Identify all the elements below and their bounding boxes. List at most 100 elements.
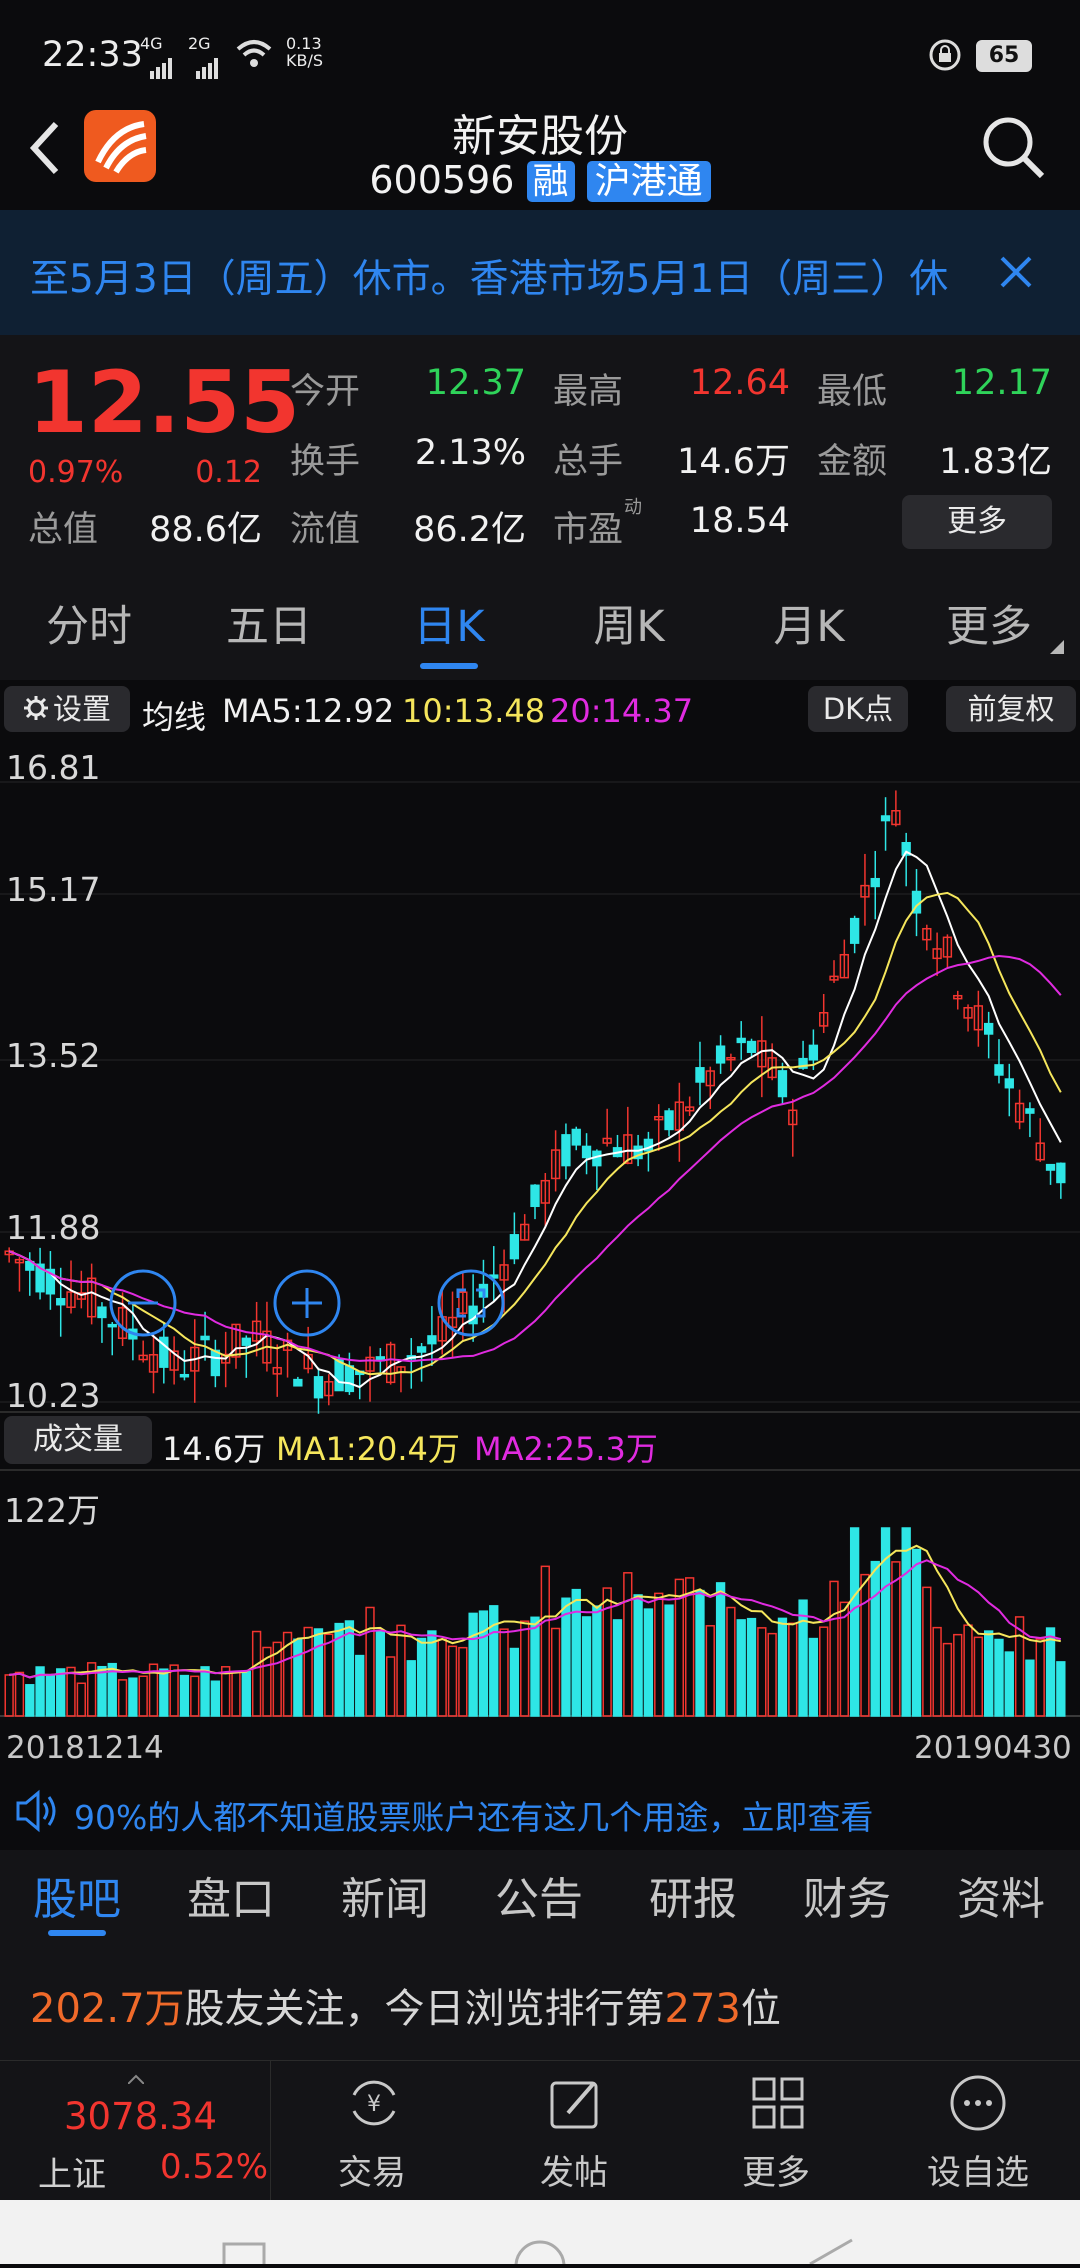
zoom-in-icon[interactable] — [272, 1268, 342, 1342]
tab-finance[interactable]: 财务 — [803, 1874, 891, 1925]
candle-body — [540, 1179, 550, 1204]
candle-body — [932, 948, 942, 960]
fullscreen-icon[interactable] — [436, 1268, 506, 1342]
settings-button[interactable]: 设置 — [4, 686, 130, 732]
price-axis-2: 15.17 — [6, 870, 101, 909]
volume-bar — [241, 1670, 251, 1717]
candle-body — [1035, 1142, 1045, 1161]
volume-bar — [231, 1671, 241, 1717]
post-button[interactable]: 发帖 — [474, 2061, 674, 2201]
volume-bar — [705, 1625, 715, 1717]
market-notice-banner[interactable]: 至5月3日（周五）休市。香港市场5月1日（周三）休 — [0, 210, 1080, 335]
candle-body — [169, 1350, 179, 1371]
caret-up-icon — [127, 2069, 145, 2088]
tab-forum[interactable]: 股吧 — [33, 1874, 121, 1925]
volume-ma1: MA1:20.4万 — [276, 1430, 460, 1468]
tab-announcements[interactable]: 公告 — [495, 1874, 583, 1925]
adjust-button[interactable]: 前复权 — [946, 686, 1076, 732]
close-icon[interactable] — [996, 252, 1036, 302]
candle-body — [1004, 1078, 1014, 1089]
date-start: 20181214 — [6, 1730, 164, 1766]
index-ticker[interactable]: 3078.34 上证 0.52% — [0, 2061, 271, 2201]
index-percent: 0.52% — [160, 2147, 269, 2187]
volume-bar — [293, 1638, 303, 1717]
amount-label: 金额 — [817, 442, 888, 482]
kline-chart[interactable]: 16.81 15.17 13.52 11.88 10.23 成交量 14.6万 … — [0, 740, 1080, 1766]
status-time: 22:33 — [42, 35, 143, 75]
volume-bar — [757, 1627, 767, 1717]
volume-bar — [726, 1606, 736, 1717]
volume-bar — [1025, 1659, 1035, 1717]
volume-bar — [973, 1636, 984, 1717]
follow-text-1: 股友关注，今日浏览排行第 — [184, 1986, 665, 2032]
candle-body — [715, 1045, 726, 1064]
candle-body — [891, 809, 901, 826]
tab-intraday[interactable]: 分时 — [46, 602, 132, 652]
candle-body — [447, 1316, 458, 1328]
volume-bar — [911, 1548, 922, 1717]
volume-bar — [427, 1630, 437, 1717]
candle-body — [798, 1057, 808, 1069]
stock-code-row: 600596 融 沪港通 — [0, 152, 1080, 204]
grid-icon — [748, 2073, 808, 2142]
candle-body — [633, 1145, 643, 1160]
candle-body — [860, 884, 870, 898]
candle-body — [231, 1323, 241, 1358]
quote-panel: 12.55 0.97% 0.12 今开 12.37 最高 12.64 最低 12… — [0, 335, 1080, 575]
candle-body — [705, 1070, 715, 1087]
candle-body — [849, 917, 860, 944]
candle-body — [365, 1356, 375, 1372]
back-nav-icon[interactable] — [806, 2238, 856, 2268]
volume-bar — [1045, 1627, 1056, 1717]
volume-bar — [179, 1674, 190, 1717]
pe-label: 市盈 — [553, 510, 624, 550]
net-speed-unit: KB/S — [286, 51, 324, 70]
candle-body — [272, 1366, 282, 1375]
more-quote-button[interactable]: 更多 — [902, 495, 1052, 549]
volume-bar — [458, 1646, 468, 1717]
tab-news[interactable]: 新闻 — [341, 1874, 429, 1925]
zoom-out-icon[interactable] — [108, 1268, 178, 1342]
volume-bar — [581, 1616, 592, 1717]
tab-more[interactable]: 更多 — [946, 602, 1032, 652]
tab-research[interactable]: 研报 — [649, 1874, 737, 1925]
candle-body — [66, 1291, 76, 1309]
tab-order-book[interactable]: 盘口 — [187, 1874, 275, 1925]
tab-five-day[interactable]: 五日 — [226, 602, 312, 652]
ad-line[interactable]: 90%的人都不知道股票账户还有这几个用途，立即查看 — [0, 1775, 1080, 1850]
more-button[interactable]: 更多 — [676, 2061, 876, 2201]
tab-monthly-k[interactable]: 月K — [773, 602, 845, 652]
volume-bar — [365, 1606, 375, 1717]
volume-bar — [509, 1647, 520, 1717]
back-icon[interactable] — [26, 118, 66, 182]
tab-profile[interactable]: 资料 — [957, 1874, 1045, 1925]
volume-bar — [4, 1674, 14, 1717]
recent-apps-icon[interactable] — [222, 2242, 266, 2268]
gear-icon — [23, 688, 49, 734]
ma5-value: MA5:12.92 — [222, 692, 395, 730]
candle-body — [654, 1116, 664, 1121]
candle-body — [561, 1134, 571, 1167]
volume-button[interactable]: 成交量 — [4, 1416, 152, 1464]
add-watchlist-button[interactable]: 设自选 — [878, 2061, 1078, 2201]
volume-bar — [654, 1592, 664, 1717]
volume-bar — [695, 1589, 705, 1717]
volume-bar — [746, 1617, 757, 1717]
volume-bar — [107, 1662, 117, 1717]
trade-button[interactable]: ¥ 交易 — [272, 2061, 472, 2201]
pe-dynamic-tag: 动 — [624, 497, 642, 518]
tab-daily-k[interactable]: 日K — [413, 602, 485, 652]
price-axis-5: 10.23 — [6, 1376, 101, 1415]
volume-bar — [385, 1656, 396, 1717]
rank-value: 273 — [664, 1986, 741, 2032]
settings-label: 设置 — [52, 692, 111, 726]
dk-point-button[interactable]: DK点 — [808, 686, 908, 732]
tab-weekly-k[interactable]: 周K — [593, 602, 665, 652]
volume-bar — [643, 1608, 654, 1717]
search-icon[interactable] — [980, 114, 1046, 184]
candle-body — [746, 1040, 757, 1053]
wifi-icon — [236, 38, 272, 77]
watchlist-label: 设自选 — [927, 2153, 1029, 2193]
volume-max: 122万 — [4, 1491, 100, 1530]
candle-body — [684, 1106, 695, 1112]
